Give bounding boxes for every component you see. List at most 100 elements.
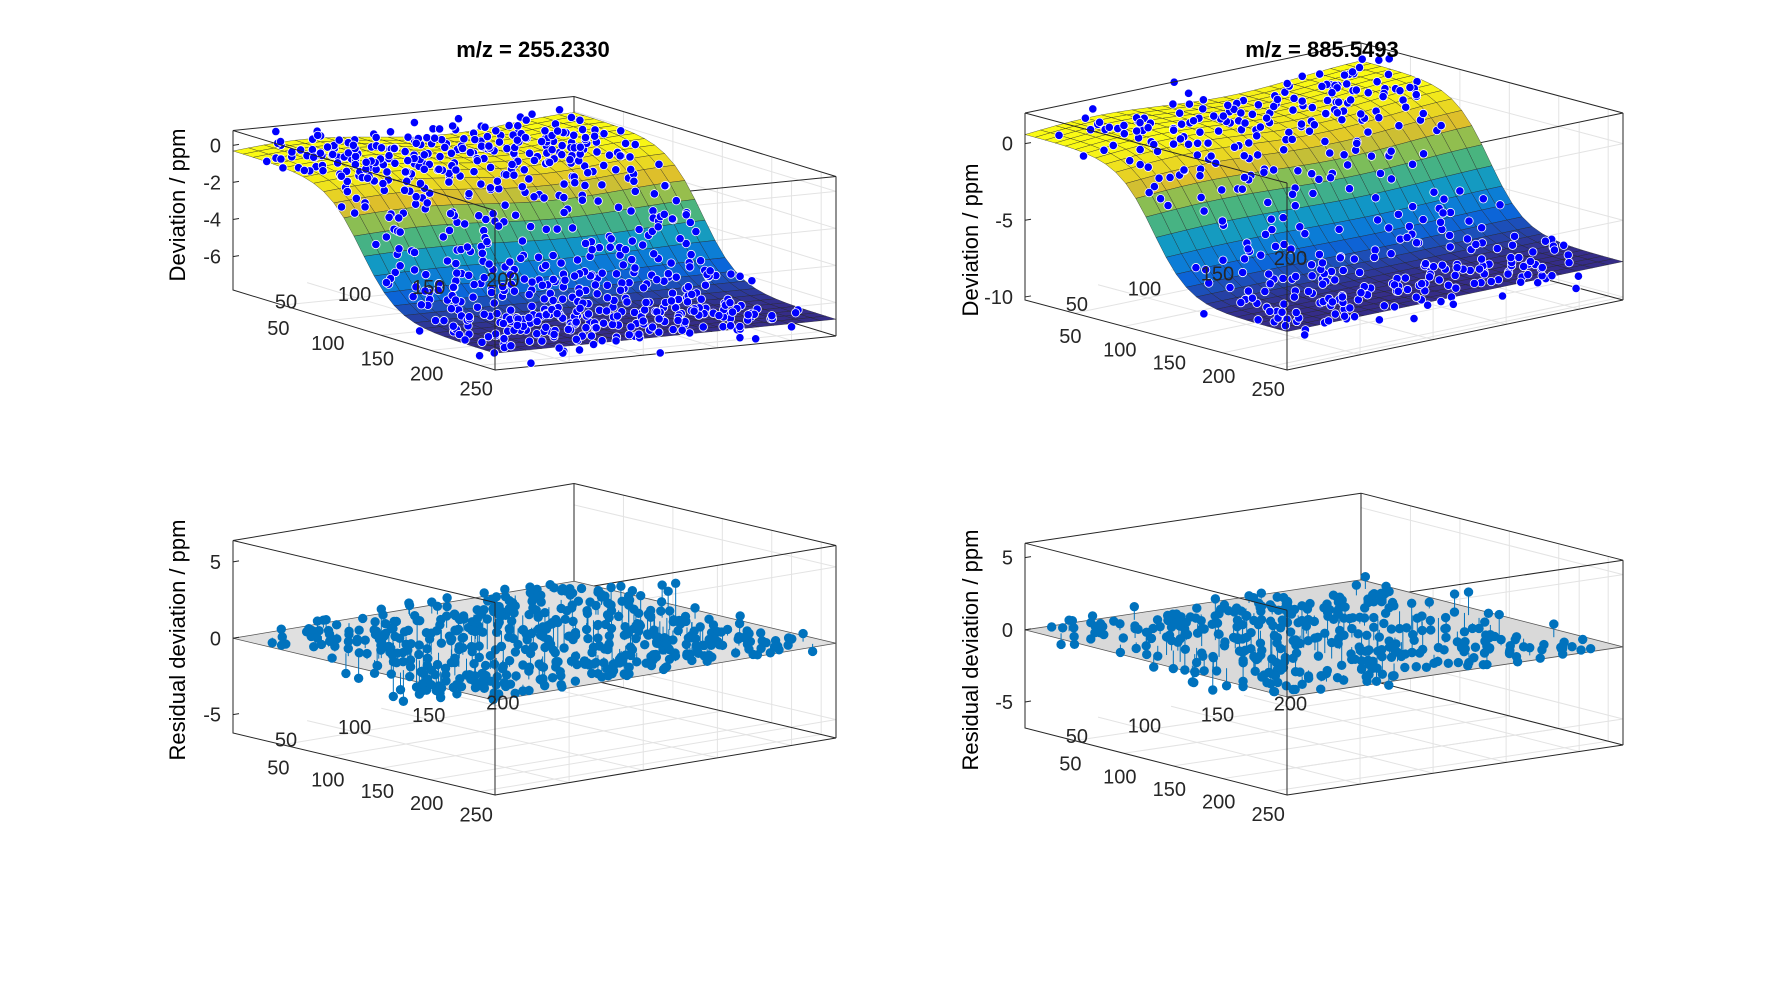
data-point <box>598 318 609 328</box>
data-point <box>532 329 542 339</box>
y-tick-label: 150 <box>412 705 445 727</box>
data-point <box>1540 236 1551 246</box>
data-point <box>1293 166 1303 176</box>
stem-marker <box>1463 660 1473 671</box>
data-point <box>1375 168 1386 179</box>
stem-marker <box>1334 592 1345 602</box>
data-point <box>566 112 577 122</box>
stem-marker <box>1288 684 1298 695</box>
stem-marker <box>398 696 409 706</box>
stem-marker <box>1379 618 1389 629</box>
stem-marker <box>1057 623 1068 633</box>
stem-marker <box>593 619 603 630</box>
x-tick-label: 150 <box>1153 353 1186 375</box>
stem-marker <box>641 658 651 668</box>
data-point <box>725 321 736 331</box>
data-point <box>1451 283 1461 293</box>
data-point <box>477 337 487 347</box>
stem-marker <box>1238 658 1248 668</box>
data-point <box>448 282 459 292</box>
y-tick-label: 50 <box>275 292 297 314</box>
data-point <box>687 289 697 299</box>
data-point <box>1253 150 1263 160</box>
data-point <box>1217 216 1227 226</box>
data-point <box>1507 240 1518 250</box>
data-point <box>591 323 601 333</box>
data-point <box>1514 252 1524 263</box>
stem-marker <box>447 634 457 644</box>
stem-marker <box>553 617 563 628</box>
data-point <box>654 314 664 324</box>
stem-marker <box>1467 623 1478 634</box>
data-point <box>588 339 599 350</box>
data-point <box>1317 81 1327 91</box>
data-point <box>1389 302 1400 312</box>
data-point <box>1393 286 1403 296</box>
stem-marker <box>456 682 467 692</box>
data-point <box>1438 208 1448 218</box>
data-point <box>1495 200 1505 210</box>
stem-marker <box>735 611 745 621</box>
data-point <box>611 336 621 346</box>
stem-marker <box>1161 632 1172 642</box>
data-point <box>409 247 420 258</box>
stem-marker <box>1549 619 1559 629</box>
data-point <box>691 226 701 237</box>
data-point <box>1339 311 1350 321</box>
data-point <box>1411 238 1422 248</box>
data-point <box>318 166 328 176</box>
data-point <box>1393 209 1403 219</box>
stem-marker <box>372 661 383 671</box>
data-point <box>1386 174 1396 184</box>
stem-marker <box>1449 589 1460 599</box>
data-point <box>482 131 492 142</box>
data-point <box>1278 273 1288 284</box>
data-point <box>1198 104 1208 114</box>
stem-marker <box>312 633 322 643</box>
stem-marker <box>1443 658 1454 669</box>
data-point <box>574 288 584 298</box>
data-point <box>539 294 549 304</box>
data-point <box>1253 100 1263 110</box>
data-point <box>1296 119 1307 129</box>
data-point <box>620 245 631 255</box>
stem-marker <box>1360 572 1371 582</box>
data-point <box>1571 283 1581 294</box>
stem-marker <box>1253 619 1264 630</box>
stem-marker <box>1316 671 1326 681</box>
data-point <box>361 157 371 167</box>
data-point <box>1266 214 1276 224</box>
stem-marker <box>479 681 489 691</box>
data-point <box>1195 127 1205 137</box>
data-point <box>1347 67 1358 77</box>
data-point <box>1088 104 1098 114</box>
stem-marker <box>1377 669 1388 679</box>
stem-marker <box>511 671 521 681</box>
stem-marker <box>534 659 544 669</box>
stem-marker <box>1208 685 1218 695</box>
stem-marker <box>588 659 599 669</box>
stem-marker <box>485 650 496 661</box>
stem-marker <box>774 645 784 655</box>
data-point <box>630 263 640 273</box>
stem-marker <box>556 679 566 690</box>
data-point <box>615 285 626 295</box>
stem-marker <box>1168 663 1179 674</box>
data-point <box>567 223 578 233</box>
stem-marker <box>482 614 492 624</box>
stem-marker <box>1232 622 1242 632</box>
data-point <box>663 269 673 279</box>
stem-marker <box>625 642 636 652</box>
stem-marker <box>1191 613 1201 623</box>
data-point <box>1236 108 1246 118</box>
data-point <box>549 329 559 340</box>
data-point <box>451 165 461 175</box>
data-point <box>592 147 602 157</box>
stem-marker <box>1192 603 1202 613</box>
panel-top-right: 0 -5 -10 50 100 150 200 250 50 100 150 200 Deviation… <box>958 37 1624 401</box>
data-point <box>569 130 579 140</box>
data-point <box>390 267 400 278</box>
data-point <box>287 147 297 157</box>
data-point <box>494 221 504 231</box>
data-point <box>1369 252 1379 263</box>
